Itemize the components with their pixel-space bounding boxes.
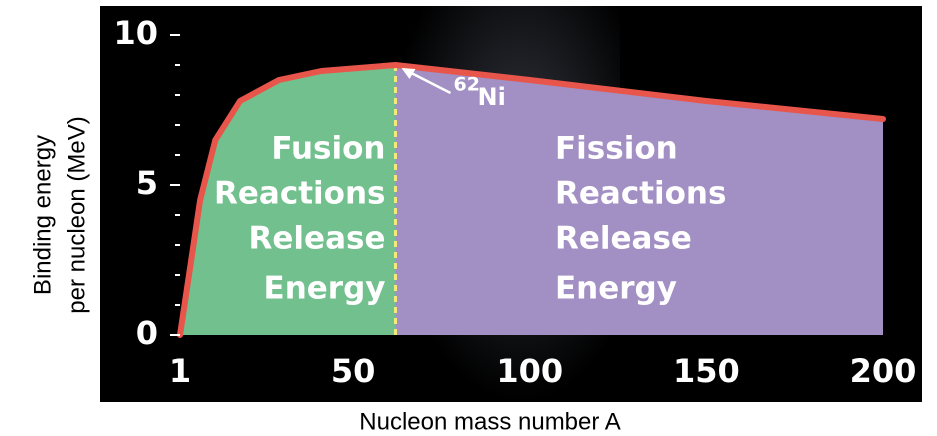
fusion-label: Energy — [264, 271, 386, 307]
binding-curve — [177, 62, 886, 338]
fission-label: Fission — [555, 131, 678, 167]
y-tick-label: 0 — [136, 314, 158, 352]
x-axis-label: Nucleon mass number A — [359, 408, 620, 435]
fission-label: Release — [555, 221, 692, 257]
fusion-label: Reactions — [214, 176, 385, 212]
x-tick-label: 50 — [331, 352, 376, 390]
fusion-label: Release — [249, 221, 386, 257]
x-tick-label: 100 — [496, 352, 563, 390]
y-axis-label-line: per nucleon (MeV) — [63, 116, 90, 313]
annotation-label: Ni — [477, 83, 505, 111]
x-tick-label: 150 — [673, 352, 740, 390]
arrow-head — [401, 68, 416, 79]
x-tick-label: 1 — [169, 352, 191, 390]
fusion-label: Fusion — [271, 131, 385, 167]
annotation-sup: 62 — [453, 74, 479, 96]
fission-label: Reactions — [555, 176, 726, 212]
x-tick-label: 200 — [850, 352, 917, 390]
y-tick-label: 10 — [113, 14, 158, 52]
y-axis-label: Binding energy per nucleon (MeV) — [29, 116, 90, 313]
y-axis-label-line: Binding energy — [29, 135, 56, 295]
y-tick-label: 5 — [136, 164, 158, 202]
fission-label: Energy — [555, 271, 677, 307]
